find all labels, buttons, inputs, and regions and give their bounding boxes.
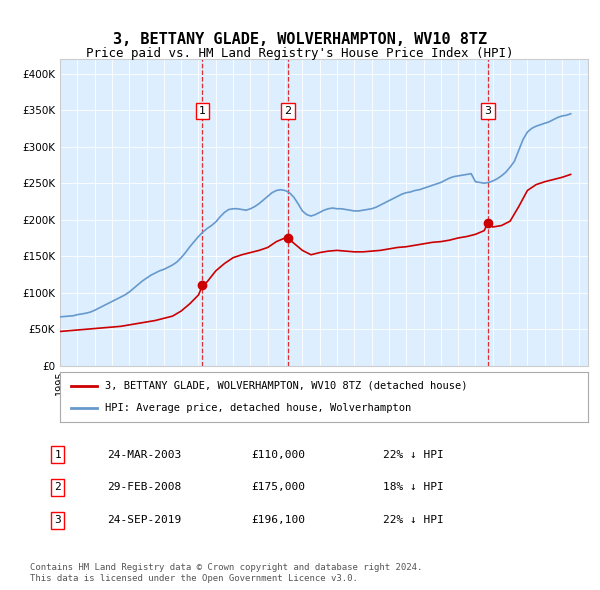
Text: 24-SEP-2019: 24-SEP-2019 xyxy=(107,515,182,525)
Text: Price paid vs. HM Land Registry's House Price Index (HPI): Price paid vs. HM Land Registry's House … xyxy=(86,47,514,60)
Text: 1: 1 xyxy=(199,106,206,116)
Text: HPI: Average price, detached house, Wolverhampton: HPI: Average price, detached house, Wolv… xyxy=(105,403,411,413)
Text: 22% ↓ HPI: 22% ↓ HPI xyxy=(383,450,444,460)
Text: 24-MAR-2003: 24-MAR-2003 xyxy=(107,450,182,460)
Text: 2: 2 xyxy=(284,106,292,116)
Text: 18% ↓ HPI: 18% ↓ HPI xyxy=(383,483,444,493)
Text: 3, BETTANY GLADE, WOLVERHAMPTON, WV10 8TZ (detached house): 3, BETTANY GLADE, WOLVERHAMPTON, WV10 8T… xyxy=(105,381,467,391)
Text: 1: 1 xyxy=(54,450,61,460)
Text: £175,000: £175,000 xyxy=(251,483,305,493)
Text: 22% ↓ HPI: 22% ↓ HPI xyxy=(383,515,444,525)
Text: Contains HM Land Registry data © Crown copyright and database right 2024.
This d: Contains HM Land Registry data © Crown c… xyxy=(30,563,422,583)
Text: £196,100: £196,100 xyxy=(251,515,305,525)
Text: £110,000: £110,000 xyxy=(251,450,305,460)
Text: 3, BETTANY GLADE, WOLVERHAMPTON, WV10 8TZ: 3, BETTANY GLADE, WOLVERHAMPTON, WV10 8T… xyxy=(113,32,487,47)
Text: 29-FEB-2008: 29-FEB-2008 xyxy=(107,483,182,493)
Text: 3: 3 xyxy=(54,515,61,525)
Text: 3: 3 xyxy=(485,106,491,116)
Text: 2: 2 xyxy=(54,483,61,493)
